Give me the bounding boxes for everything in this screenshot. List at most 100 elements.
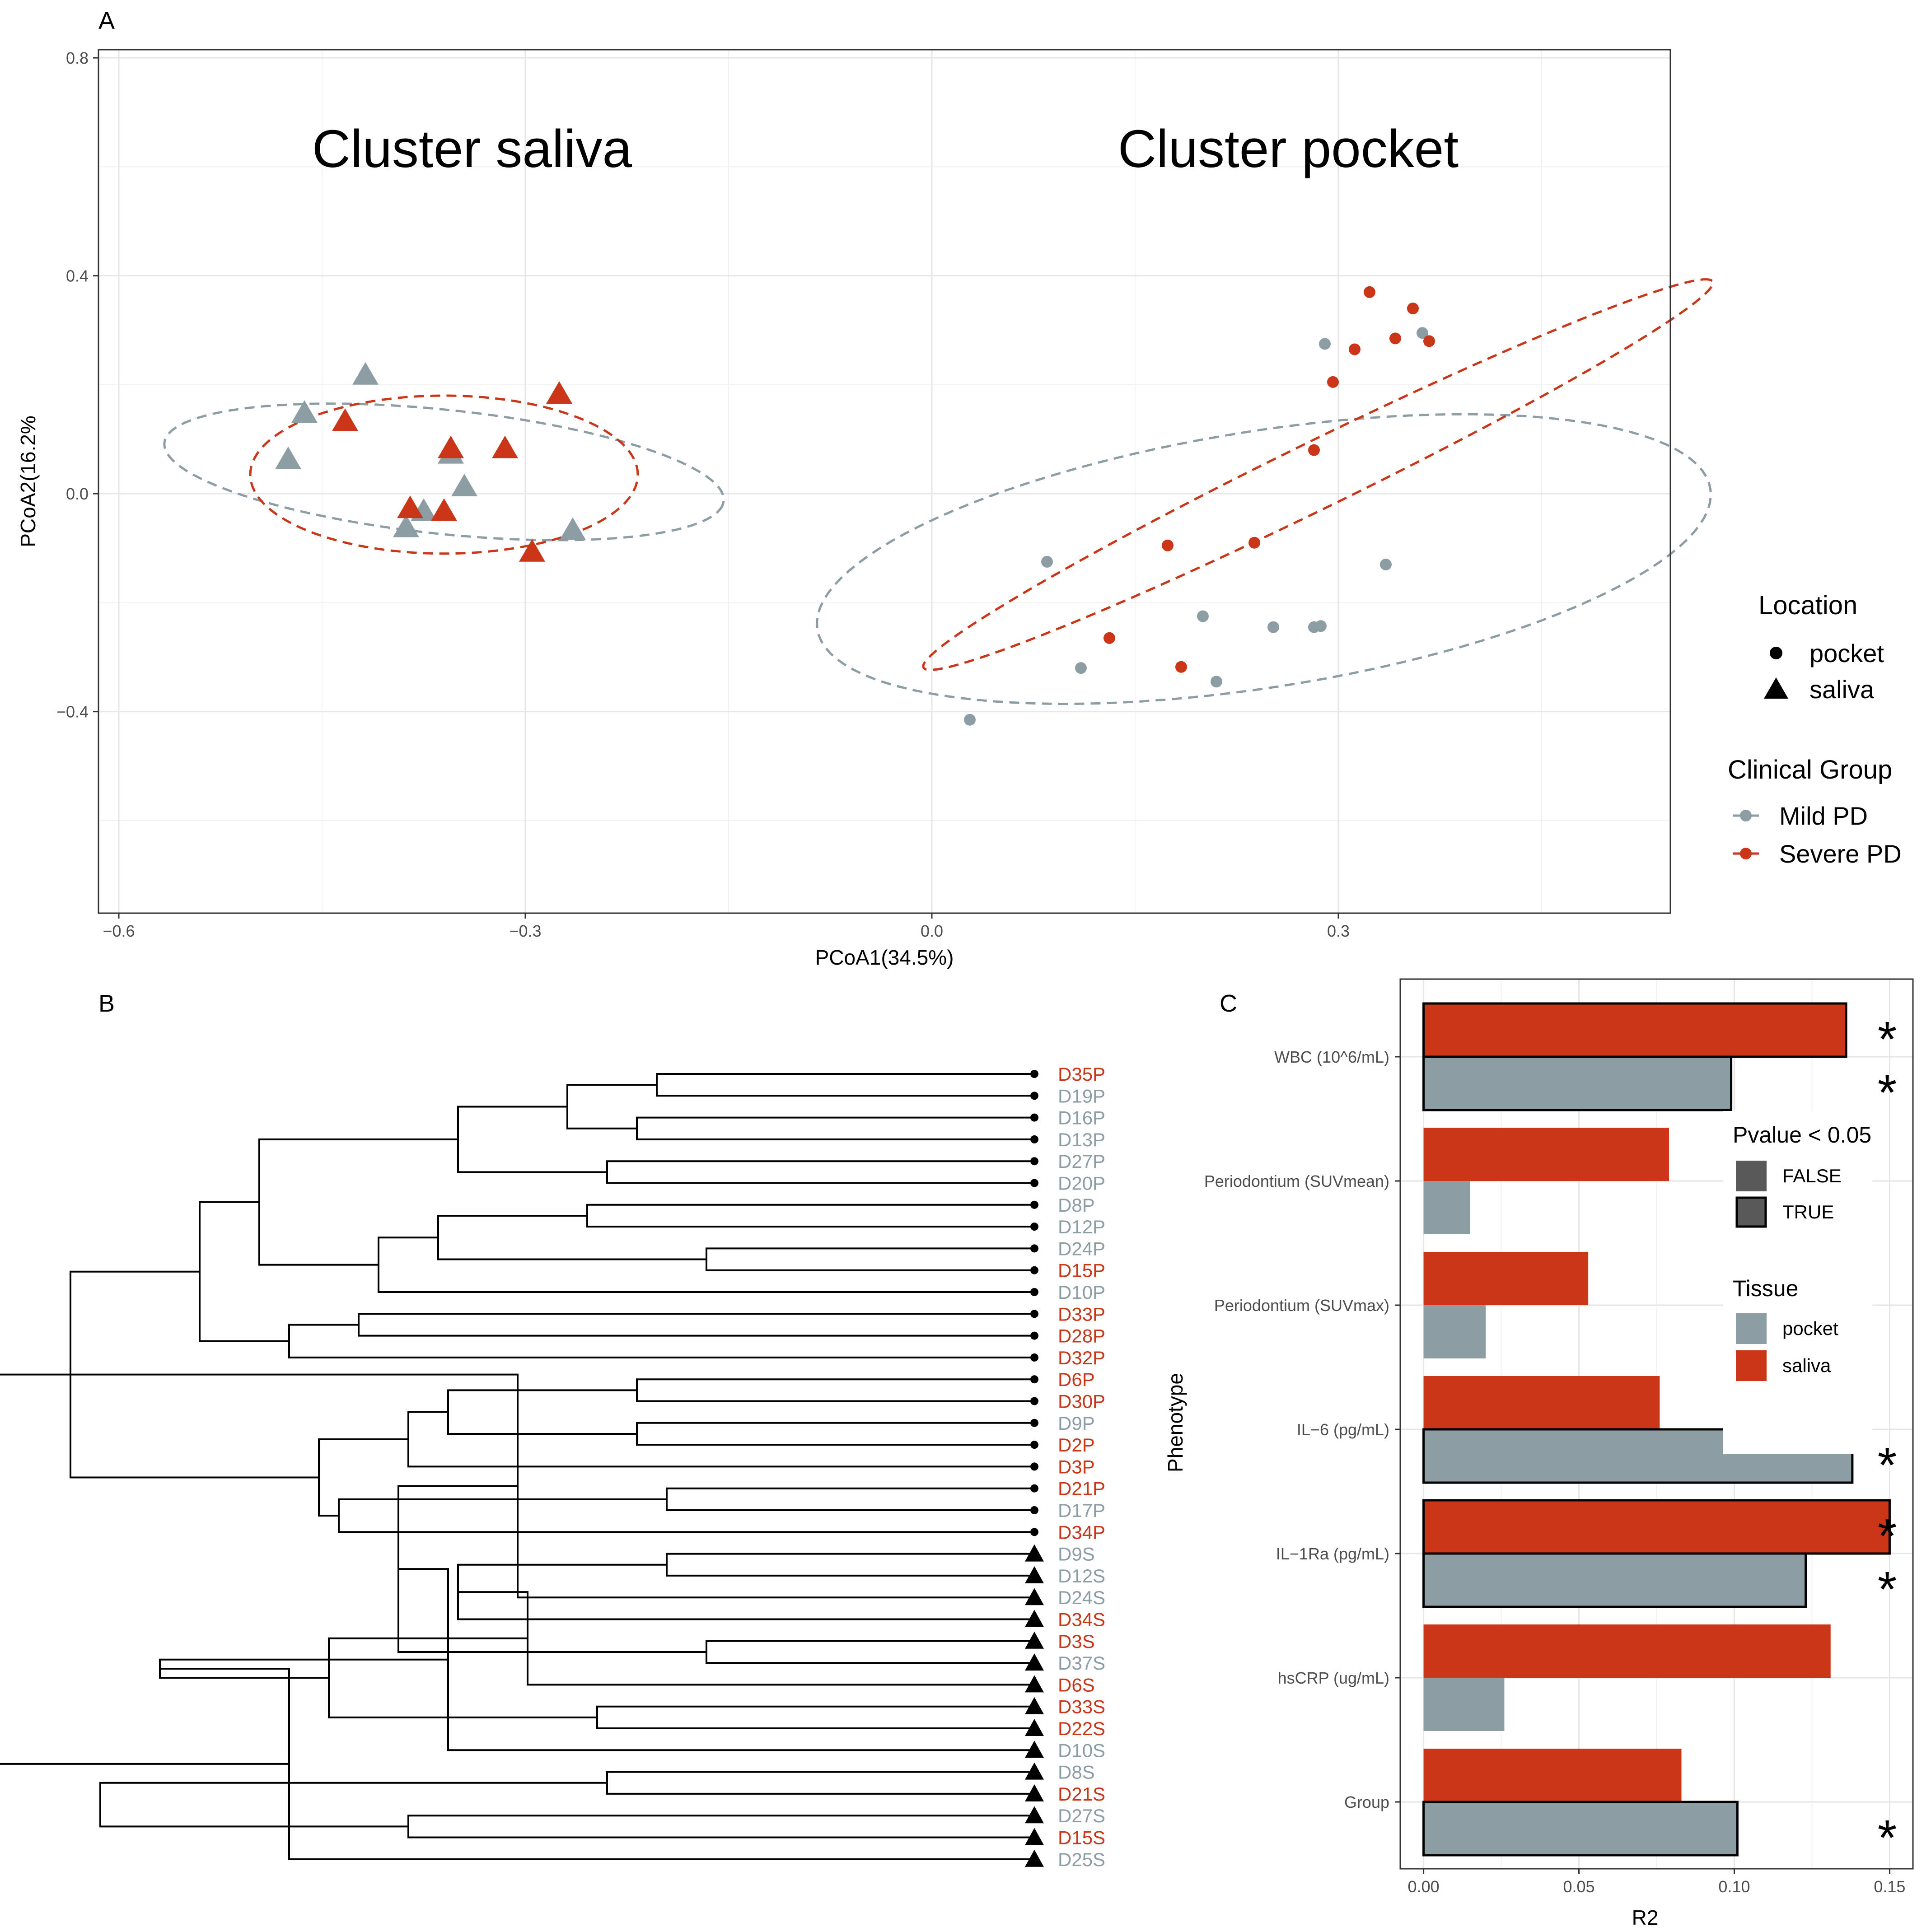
point-pocket-severe bbox=[1175, 661, 1187, 673]
legend-tissue-pocket: pocket bbox=[1782, 1318, 1838, 1339]
point-saliva-severe bbox=[492, 435, 518, 458]
legend-pvalue-true-swatch bbox=[1735, 1196, 1767, 1228]
point-saliva-severe bbox=[431, 498, 457, 521]
legend-c: Pvalue < 0.05 FALSE TRUE Tissue pocket s… bbox=[1723, 1111, 1872, 1454]
dendrogram-branch bbox=[160, 1668, 1034, 1860]
dendrogram-branch bbox=[636, 1378, 1034, 1402]
y-category-label: WBC (10^6/mL) bbox=[1274, 1048, 1389, 1066]
x-tick-label: 0.00 bbox=[1408, 1877, 1440, 1896]
legend-severe-dot-icon bbox=[1740, 848, 1752, 859]
plot-c-y-axis-title: Phenotype bbox=[1164, 1373, 1187, 1472]
y-tick-label: 0.8 bbox=[66, 49, 89, 67]
point-pocket-severe bbox=[1423, 335, 1435, 347]
leaf-label: D33P bbox=[1058, 1303, 1105, 1325]
point-saliva-severe bbox=[519, 539, 545, 562]
leaf-triangle-icon bbox=[1025, 1566, 1044, 1583]
dendrogram-branch bbox=[458, 1591, 1034, 1686]
dendrogram-branch bbox=[0, 1373, 289, 1765]
dendrogram-branch bbox=[457, 1563, 1034, 1620]
ellipse-pocket-severe bbox=[922, 278, 1714, 671]
plot-a-background bbox=[98, 50, 1670, 913]
bar-saliva bbox=[1423, 1749, 1682, 1802]
significance-star: * bbox=[1878, 1810, 1897, 1866]
plot-a-ellipses bbox=[163, 278, 1714, 705]
y-category-label: IL−1Ra (pg/mL) bbox=[1276, 1545, 1389, 1563]
dendrogram-branch bbox=[656, 1073, 1034, 1097]
dendrogram-branch bbox=[99, 1782, 607, 1828]
dendrogram-branch bbox=[407, 1815, 1034, 1839]
significance-star: * bbox=[1878, 1065, 1897, 1120]
dendrogram-branch bbox=[636, 1422, 1034, 1446]
leaf-label: D22S bbox=[1058, 1718, 1105, 1739]
point-saliva-mild bbox=[393, 514, 419, 537]
dendrogram-branch bbox=[706, 1247, 1034, 1271]
leaf-circle-icon bbox=[1030, 1223, 1038, 1231]
point-pocket-severe bbox=[1248, 537, 1260, 549]
leaf-circle-icon bbox=[1030, 1506, 1038, 1514]
panel-b-label: B bbox=[98, 990, 115, 1017]
bar-pocket bbox=[1422, 1801, 1739, 1857]
y-category-label: IL−6 (pg/mL) bbox=[1297, 1420, 1389, 1439]
dendrogram-branch bbox=[437, 1214, 706, 1260]
leaf-circle-icon bbox=[1030, 1353, 1038, 1362]
ellipse-saliva-severe bbox=[249, 394, 639, 555]
dendrogram-branch bbox=[666, 1553, 1034, 1577]
leaf-triangle-icon bbox=[1025, 1741, 1044, 1758]
leaf-label: D20P bbox=[1058, 1173, 1105, 1194]
leaf-label: D12P bbox=[1058, 1216, 1105, 1237]
leaf-label: D9P bbox=[1058, 1413, 1095, 1434]
point-pocket-mild bbox=[1041, 555, 1053, 568]
legend-a: Location pocket saliva Clinical Group Mi… bbox=[1728, 591, 1902, 868]
leaf-triangle-icon bbox=[1025, 1675, 1044, 1693]
point-saliva-mild bbox=[291, 400, 318, 423]
leaf-circle-icon bbox=[1030, 1528, 1038, 1536]
leaf-label: D8P bbox=[1058, 1195, 1095, 1216]
leaf-triangle-icon bbox=[1025, 1653, 1044, 1671]
legend-location-pocket: pocket bbox=[1809, 639, 1884, 667]
legend-pocket-circle-icon bbox=[1770, 647, 1782, 659]
point-pocket-mild bbox=[1075, 662, 1087, 674]
dendrogram-branch bbox=[318, 1438, 408, 1517]
dendrogram-branch bbox=[586, 1204, 1034, 1228]
legend-group-mild: Mild PD bbox=[1779, 802, 1868, 830]
plot-a-points bbox=[275, 286, 1435, 726]
leaf-label: D21S bbox=[1058, 1783, 1105, 1805]
leaf-triangle-icon bbox=[1025, 1697, 1044, 1714]
leaf-circle-icon bbox=[1030, 1135, 1038, 1143]
leaf-triangle-icon bbox=[1025, 1610, 1044, 1627]
significance-star: * bbox=[1878, 1508, 1897, 1564]
legend-location-saliva: saliva bbox=[1809, 675, 1875, 704]
dendrogram-branch bbox=[199, 1201, 289, 1342]
legend-pvalue-true: TRUE bbox=[1782, 1201, 1834, 1223]
leaf-circle-icon bbox=[1030, 1288, 1038, 1296]
plot-c-bars bbox=[1422, 1002, 1891, 1857]
cluster-saliva-label: Cluster saliva bbox=[312, 119, 632, 179]
dendrogram-branch bbox=[566, 1084, 657, 1129]
panel-a-label: A bbox=[98, 7, 115, 34]
leaf-label: D9S bbox=[1058, 1544, 1095, 1565]
point-pocket-mild bbox=[1319, 338, 1331, 350]
point-saliva-severe bbox=[546, 381, 572, 404]
legend-pvalue-title: Pvalue < 0.05 bbox=[1733, 1122, 1871, 1148]
legend-saliva-triangle-icon bbox=[1764, 677, 1788, 699]
point-pocket-mild bbox=[964, 714, 976, 726]
plot-c-ticks: 0.00 0.05 0.10 0.15 WBC (10^6/mL) Periodontiu… bbox=[1204, 1048, 1906, 1896]
leaf-label: D27S bbox=[1058, 1805, 1105, 1826]
point-saliva-mild bbox=[275, 446, 301, 469]
leaf-triangle-icon bbox=[1025, 1806, 1044, 1824]
point-pocket-severe bbox=[1327, 376, 1339, 388]
point-pocket-severe bbox=[1349, 343, 1361, 355]
plot-c-border bbox=[1399, 978, 1914, 1870]
dendrogram-branch bbox=[398, 1568, 1034, 1751]
point-pocket-severe bbox=[1407, 302, 1419, 314]
plot-c-significance-markers: ****** bbox=[1878, 1012, 1897, 1866]
leaf-triangle-icon bbox=[1025, 1719, 1044, 1736]
leaf-label: D17P bbox=[1058, 1500, 1105, 1521]
y-category-label: Periodontium (SUVmean) bbox=[1204, 1172, 1389, 1190]
legend-tissue-saliva-swatch bbox=[1736, 1350, 1767, 1381]
ellipse-saliva-mild bbox=[163, 402, 725, 541]
leaf-triangle-icon bbox=[1025, 1588, 1044, 1605]
leaf-label: D37S bbox=[1058, 1652, 1105, 1674]
leaf-circle-icon bbox=[1030, 1157, 1038, 1166]
